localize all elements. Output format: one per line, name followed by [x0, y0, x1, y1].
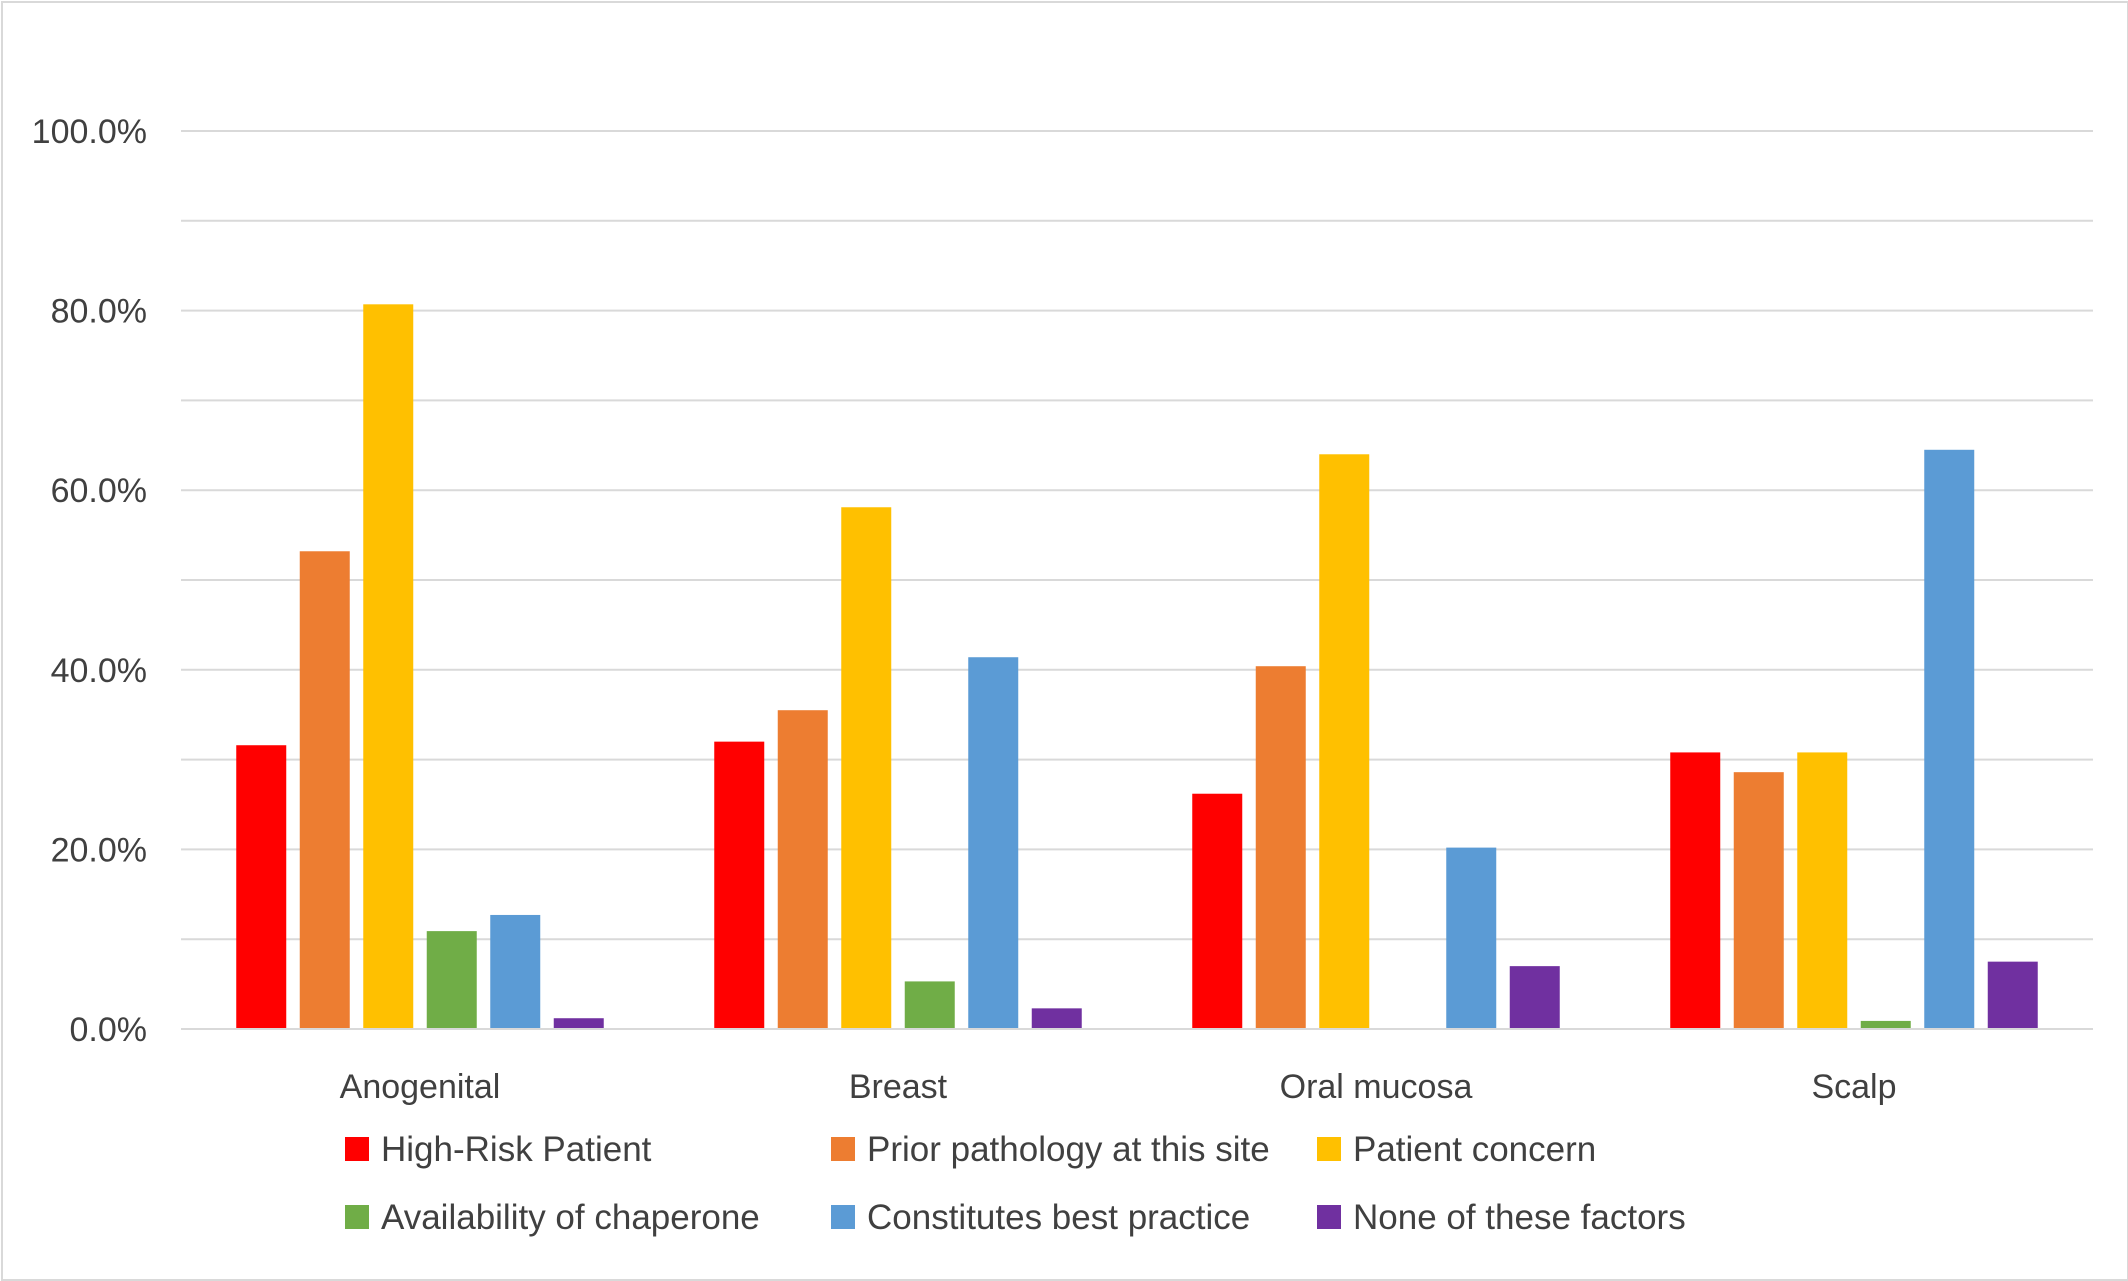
legend-label: Constitutes best practice: [867, 1198, 1250, 1237]
y-tick-label: 20.0%: [51, 831, 147, 869]
bar: [1319, 454, 1370, 1029]
bar: [1797, 752, 1848, 1029]
bar: [1255, 666, 1306, 1029]
legend-swatch: [345, 1137, 369, 1161]
bar: [1446, 847, 1497, 1029]
x-category-label: Breast: [849, 1068, 948, 1106]
x-category-label: Scalp: [1811, 1068, 1896, 1106]
bar: [1031, 1008, 1082, 1029]
legend-label: Prior pathology at this site: [867, 1130, 1270, 1169]
x-category-label: Oral mucosa: [1280, 1068, 1473, 1106]
gridlines: [181, 130, 2093, 941]
x-category-label: Anogenital: [340, 1068, 501, 1106]
legend-label: High-Risk Patient: [381, 1130, 652, 1169]
bar: [299, 551, 350, 1029]
legend-item: Availability of chaperone: [345, 1198, 760, 1237]
legend-label: Availability of chaperone: [381, 1198, 760, 1237]
legend-item: Prior pathology at this site: [831, 1130, 1270, 1169]
y-tick-label: 40.0%: [51, 652, 147, 690]
bars: [236, 304, 2038, 1030]
x-axis-category-labels: Anogenital Breast Oral mucosa Scalp: [340, 1068, 1897, 1106]
bar: [841, 507, 892, 1030]
bar: [1924, 449, 1975, 1029]
bar: [553, 1018, 604, 1029]
y-tick-label: 60.0%: [51, 472, 147, 510]
bar: [1860, 1020, 1911, 1029]
legend: High-Risk Patient Prior pathology at this…: [345, 1130, 1686, 1237]
bar: [904, 981, 955, 1029]
bar: [777, 710, 828, 1029]
legend-swatch: [831, 1205, 855, 1229]
legend-item: Constitutes best practice: [831, 1198, 1250, 1237]
y-tick-label: 0.0%: [70, 1011, 148, 1049]
bar: [714, 741, 765, 1029]
y-tick-label: 100.0%: [32, 113, 147, 151]
y-axis-tick-labels: 0.0% 20.0% 40.0% 60.0% 80.0% 100.0%: [32, 113, 147, 1049]
bar: [1670, 752, 1721, 1029]
bar: [1733, 772, 1784, 1029]
bar: [1987, 961, 2038, 1029]
legend-item: Patient concern: [1317, 1130, 1596, 1169]
bar: [363, 304, 414, 1030]
legend-item: None of these factors: [1317, 1198, 1686, 1237]
bar: [490, 914, 541, 1029]
bar: [1192, 793, 1243, 1029]
legend-label: None of these factors: [1353, 1198, 1686, 1237]
bar-chart: 0.0% 20.0% 40.0% 60.0% 80.0% 100.0% Anogenita…: [32, 113, 2093, 1237]
bar: [236, 745, 287, 1029]
legend-swatch: [345, 1205, 369, 1229]
legend-item: High-Risk Patient: [345, 1130, 652, 1169]
y-tick-label: 80.0%: [51, 293, 147, 331]
bar: [426, 931, 477, 1029]
legend-label: Patient concern: [1353, 1130, 1596, 1169]
bar: [1509, 966, 1560, 1029]
legend-swatch: [831, 1137, 855, 1161]
legend-swatch: [1317, 1205, 1341, 1229]
legend-swatch: [1317, 1137, 1341, 1161]
bar: [968, 657, 1019, 1029]
